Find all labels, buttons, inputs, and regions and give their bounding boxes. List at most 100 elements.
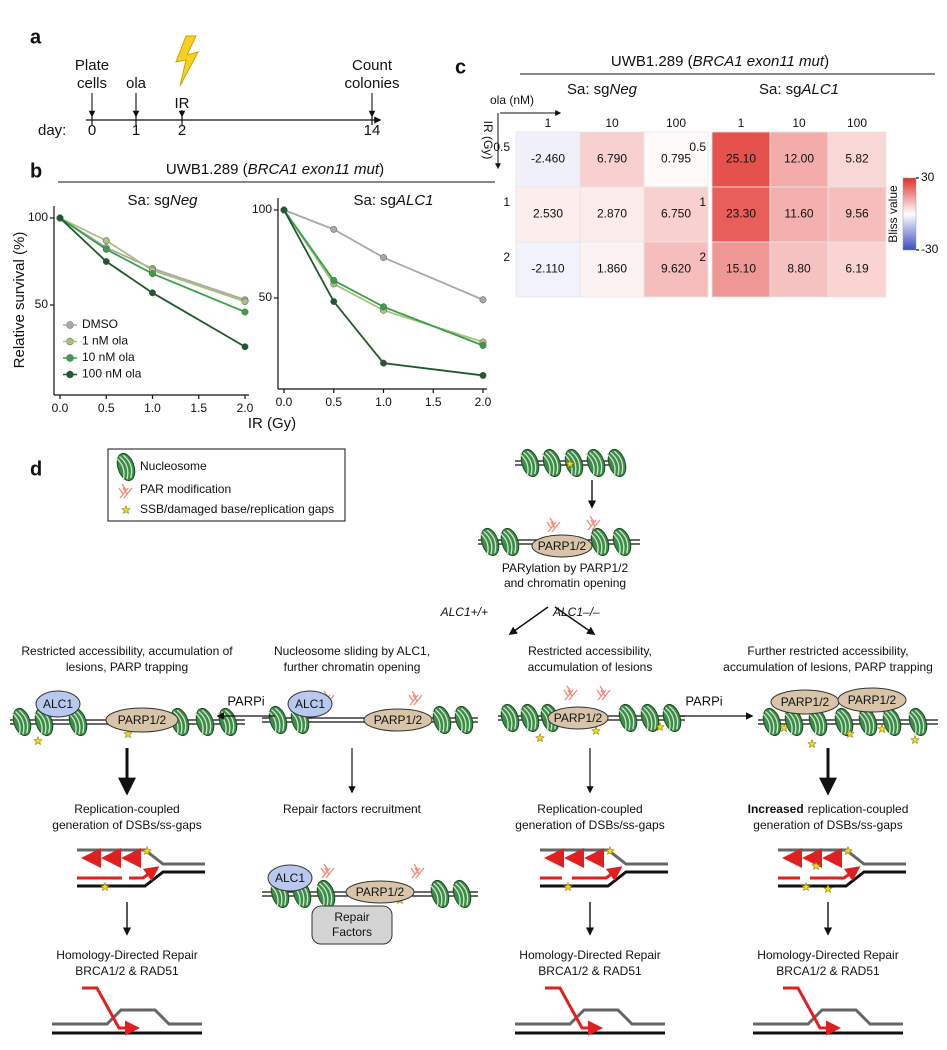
cell-label: 5.82 bbox=[845, 152, 869, 166]
nucleosome-core bbox=[452, 879, 472, 909]
dna-wrap bbox=[643, 707, 653, 731]
dna-wrap bbox=[885, 711, 895, 735]
nucleosome-core bbox=[116, 452, 136, 482]
outcome: Homology-Directed Repair bbox=[56, 948, 197, 962]
dna-wrap bbox=[451, 884, 461, 908]
lesion bbox=[910, 735, 920, 745]
cell-label: 8.80 bbox=[787, 262, 811, 276]
step: generation of DSBs/ss-gaps bbox=[515, 818, 664, 832]
dna-wrap bbox=[506, 529, 517, 554]
nucleosome bbox=[881, 707, 902, 737]
protein-label: PARP1/2 bbox=[118, 713, 167, 727]
lesion bbox=[807, 739, 817, 749]
dna-wrap bbox=[289, 710, 299, 734]
point bbox=[241, 298, 249, 305]
panel-letter: d bbox=[30, 458, 42, 480]
dna-wrap bbox=[271, 709, 281, 733]
protein-label: PARP1/2 bbox=[374, 713, 423, 727]
nucleosome-core bbox=[268, 705, 288, 735]
nucleosome-core bbox=[762, 707, 782, 737]
nucleosome-core bbox=[432, 705, 452, 735]
chart-subtitle-part: Neg bbox=[170, 192, 198, 209]
dna-wrap bbox=[833, 712, 843, 736]
parpi-label: PARPi bbox=[227, 693, 264, 708]
dna-wrap bbox=[479, 532, 489, 556]
heatmap-cell bbox=[769, 241, 829, 298]
branch-label: ALC1+/+ bbox=[440, 605, 488, 619]
nucleosome bbox=[563, 448, 584, 478]
heatmap-cell bbox=[579, 131, 645, 188]
lesion bbox=[605, 846, 615, 856]
lesion bbox=[563, 882, 573, 892]
point bbox=[149, 270, 156, 278]
dna-wrap bbox=[606, 453, 616, 477]
chart-subtitle-part: Neg bbox=[610, 81, 638, 98]
branch-label: ALC1–/– bbox=[552, 605, 600, 619]
nucleosome bbox=[519, 448, 540, 478]
hdr-invading bbox=[545, 986, 603, 1036]
dna-wrap bbox=[201, 709, 212, 734]
dna-wrap bbox=[194, 712, 204, 736]
dna-wrap bbox=[545, 452, 555, 476]
series-line bbox=[59, 217, 246, 313]
row-label: 1 bbox=[503, 195, 510, 209]
protein-label: ALC1 bbox=[295, 697, 325, 711]
dna-wrap bbox=[881, 712, 891, 736]
nucleosome-core bbox=[520, 448, 540, 478]
point bbox=[330, 225, 338, 233]
hdr-template bbox=[753, 1008, 903, 1026]
dna-wrap bbox=[611, 532, 621, 556]
dna-wrap bbox=[592, 450, 603, 475]
protein bbox=[267, 864, 313, 892]
column-heading: Nucleosome sliding by ALC1, bbox=[274, 644, 430, 658]
dna-wrap bbox=[274, 707, 285, 732]
nucleosome bbox=[115, 452, 136, 482]
dna-wrap bbox=[661, 708, 671, 732]
event: Plate bbox=[75, 57, 109, 74]
panel-title-part: UWB1.289 ( bbox=[611, 53, 693, 70]
legend-label: 10 nM ola bbox=[82, 350, 135, 364]
nucleosome bbox=[315, 879, 336, 909]
nucleosome-core bbox=[500, 527, 520, 557]
x-tick-label: 0.5 bbox=[325, 395, 342, 409]
x-tick-label: 1.0 bbox=[144, 401, 161, 415]
y-tick-label: 100 bbox=[252, 202, 272, 216]
par-chain bbox=[586, 515, 601, 531]
dna-wrap bbox=[11, 712, 21, 736]
column-heading: accumulation of lesions bbox=[528, 660, 653, 674]
y-axis-label: Relative survival (%) bbox=[11, 232, 28, 369]
dna-wrap bbox=[457, 709, 467, 733]
event: cells bbox=[77, 75, 107, 92]
series-line bbox=[59, 217, 246, 348]
dna-wrap bbox=[646, 705, 657, 730]
lesion bbox=[779, 723, 789, 733]
row-label: 2 bbox=[699, 250, 706, 264]
x-tick-label: 1.5 bbox=[425, 395, 442, 409]
point bbox=[330, 298, 338, 305]
dna-wrap bbox=[74, 709, 85, 734]
day: 14 bbox=[364, 122, 381, 139]
lesion bbox=[142, 846, 152, 856]
dna-wrap bbox=[589, 452, 599, 476]
x-tick-label: 1.5 bbox=[190, 401, 207, 415]
nucleosome-core bbox=[612, 527, 632, 557]
dna-wrap bbox=[526, 450, 537, 475]
nucleosome-core bbox=[480, 527, 500, 557]
legend-label: SSB/damaged base/replication gaps bbox=[140, 502, 334, 516]
series-line bbox=[59, 217, 246, 301]
legend-box bbox=[107, 448, 346, 522]
nucleosome-core bbox=[12, 707, 32, 737]
dna-wrap bbox=[618, 529, 629, 554]
protein-label: PARP1/2 bbox=[538, 539, 587, 553]
column-label: 1 bbox=[545, 116, 552, 130]
dna-wrap bbox=[315, 884, 325, 908]
day-label: day: bbox=[38, 122, 66, 139]
column-heading: further chromatin opening bbox=[284, 660, 421, 674]
point bbox=[102, 258, 110, 265]
colorbar-tick-label: -30 bbox=[921, 242, 939, 256]
cell-label: -2.460 bbox=[531, 152, 565, 166]
protein bbox=[105, 707, 179, 733]
series-line bbox=[283, 209, 484, 343]
nucleosome bbox=[217, 707, 238, 737]
nucleosome bbox=[519, 703, 540, 733]
